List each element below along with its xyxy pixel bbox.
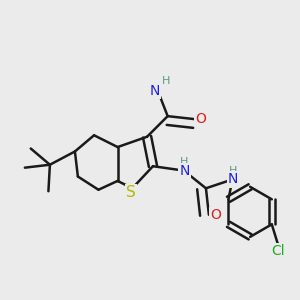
- Text: H: H: [162, 76, 170, 86]
- Text: N: N: [150, 84, 160, 98]
- Text: N: N: [179, 164, 190, 178]
- Text: N: N: [228, 172, 238, 186]
- Text: H: H: [229, 166, 237, 176]
- Text: S: S: [126, 185, 136, 200]
- Text: O: O: [195, 112, 206, 126]
- Text: O: O: [210, 208, 221, 222]
- Text: H: H: [180, 158, 189, 167]
- Text: Cl: Cl: [271, 244, 284, 258]
